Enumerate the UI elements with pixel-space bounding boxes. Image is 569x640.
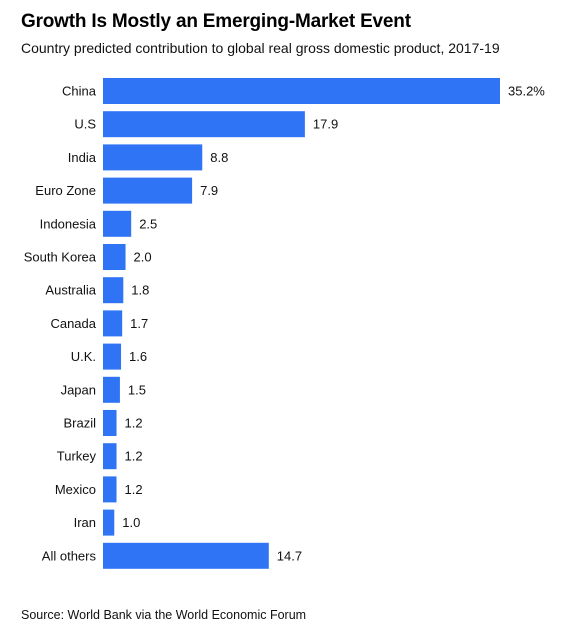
category-label-china: China xyxy=(62,84,97,99)
category-label-india: India xyxy=(68,150,97,165)
bar-turkey xyxy=(103,443,117,470)
value-label-indonesia: 2.5 xyxy=(139,216,157,231)
bar-india xyxy=(103,144,203,171)
bar-china xyxy=(103,78,500,104)
value-label-turkey: 1.2 xyxy=(125,449,143,464)
bar-australia xyxy=(103,277,124,304)
bar-chart: China 35.2% U.S 17.9 India 8.8 Euro Zone 7.9 Ind… xyxy=(24,78,545,569)
value-label-south-korea: 2.0 xyxy=(134,250,152,265)
value-label-canada: 1.7 xyxy=(130,316,148,331)
category-label-euro-zone: Euro Zone xyxy=(35,183,96,198)
bar-mexico xyxy=(103,476,117,503)
bar-canada xyxy=(103,310,123,337)
value-label-australia: 1.8 xyxy=(131,283,149,298)
value-label-china: 35.2% xyxy=(508,84,545,99)
value-label-all-others: 14.7 xyxy=(277,548,302,563)
category-label-canada: Canada xyxy=(50,316,96,331)
category-label-u-s: U.S xyxy=(74,117,96,132)
value-label-u-k: 1.6 xyxy=(129,349,147,364)
bar-iran xyxy=(103,509,115,536)
bar-all-others xyxy=(103,542,269,569)
source-note: Source: World Bank via the World Economi… xyxy=(21,608,307,622)
category-label-iran: Iran xyxy=(74,515,96,530)
category-label-turkey: Turkey xyxy=(57,449,97,464)
category-label-u-k: U.K. xyxy=(71,349,96,364)
category-label-japan: Japan xyxy=(61,382,96,397)
value-label-iran: 1.0 xyxy=(122,515,140,530)
value-label-brazil: 1.2 xyxy=(125,416,143,431)
category-label-australia: Australia xyxy=(45,283,96,298)
value-label-euro-zone: 7.9 xyxy=(200,183,218,198)
value-label-u-s: 17.9 xyxy=(313,117,338,132)
bar-indonesia xyxy=(103,210,132,237)
bar-brazil xyxy=(103,410,117,436)
category-label-mexico: Mexico xyxy=(55,482,96,497)
category-label-south-korea: South Korea xyxy=(24,250,97,265)
category-label-indonesia: Indonesia xyxy=(40,216,97,231)
category-label-brazil: Brazil xyxy=(63,416,96,431)
chart-subtitle: Country predicted contribution to global… xyxy=(21,40,500,56)
value-label-japan: 1.5 xyxy=(128,382,146,397)
bar-japan xyxy=(103,376,120,403)
value-label-mexico: 1.2 xyxy=(125,482,143,497)
chart-title: Growth Is Mostly an Emerging-Market Even… xyxy=(21,11,411,32)
bar-u-s xyxy=(103,111,305,138)
category-label-all-others: All others xyxy=(42,548,97,563)
value-label-india: 8.8 xyxy=(210,150,228,165)
bar-south-korea xyxy=(103,244,126,270)
bar-euro-zone xyxy=(103,177,193,204)
bar-u-k xyxy=(103,343,122,370)
